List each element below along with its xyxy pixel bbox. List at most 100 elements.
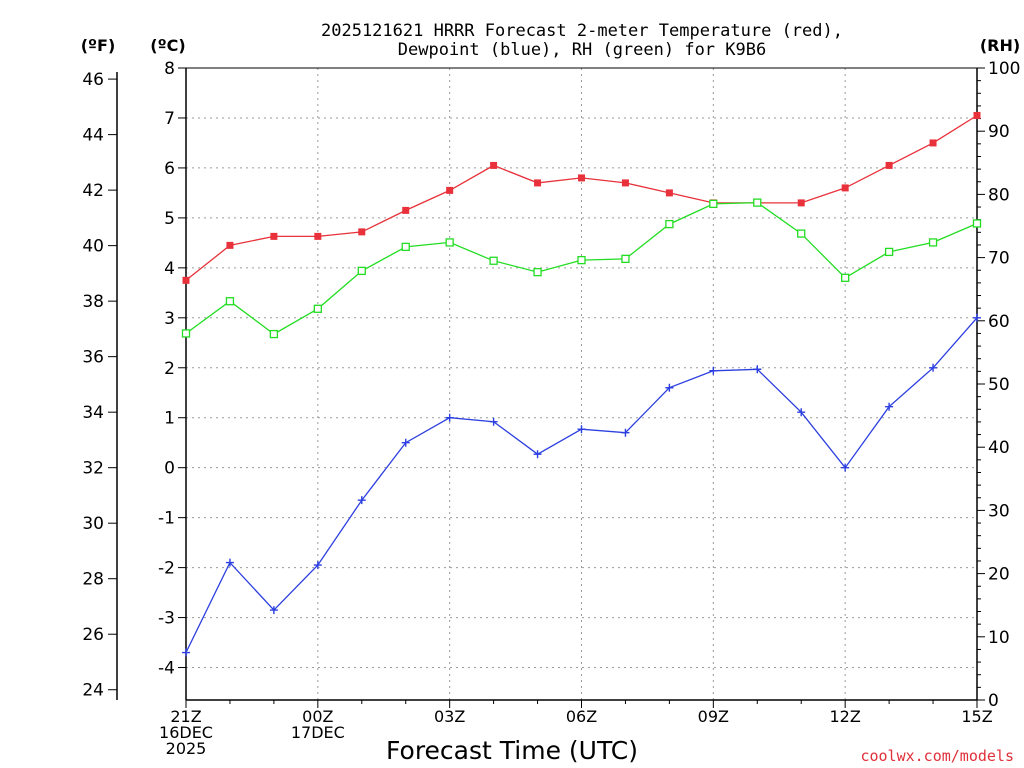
rh-point — [181, 329, 191, 338]
temperature-point — [621, 179, 629, 187]
dewpoint-point — [225, 558, 234, 567]
dewpoint-point — [445, 413, 454, 422]
rh-point — [577, 255, 586, 265]
celsius-tick-label: 5 — [164, 209, 175, 229]
celsius-tick-label: -2 — [158, 559, 175, 579]
rh-point — [533, 267, 542, 277]
celsius-tick-label: 7 — [164, 109, 175, 129]
x-tick-label: 2025 — [166, 739, 207, 758]
fahrenheit-tick-label: 38 — [82, 292, 104, 312]
dewpoint-point — [885, 402, 894, 411]
rh-point — [225, 297, 235, 306]
x-tick-label: 09Z — [698, 707, 729, 726]
rh-point — [665, 219, 674, 229]
celsius-tick-label: -1 — [158, 509, 175, 529]
dewpoint-point — [533, 450, 542, 459]
x-tick-label: 21Z — [170, 707, 201, 726]
rh-point — [709, 199, 718, 209]
fahrenheit-tick-label: 28 — [82, 570, 104, 590]
rh-point — [357, 266, 366, 276]
x-tick-label: 00Z — [302, 707, 333, 726]
temperature-point — [226, 241, 234, 249]
rh-point — [884, 247, 894, 257]
axes: 242628303234363840424446-4-3-2-101234567… — [82, 59, 1020, 758]
rh-point — [269, 329, 279, 339]
series-layer — [181, 111, 982, 657]
dewpoint-point — [709, 366, 718, 375]
fahrenheit-unit-label: (ºF) — [81, 36, 116, 55]
rh-point — [445, 238, 454, 247]
rh-tick-label: 20 — [988, 565, 1010, 585]
x-tick-label: 16DEC — [159, 723, 213, 742]
celsius-tick-label: 0 — [164, 459, 175, 479]
rh-point — [489, 256, 498, 265]
dewpoint-point — [401, 438, 410, 447]
dewpoint-point — [621, 428, 630, 437]
fahrenheit-tick-label: 44 — [82, 126, 104, 146]
rh-tick-label: 80 — [988, 185, 1010, 205]
x-tick-label: 06Z — [566, 707, 597, 726]
dewpoint-point — [841, 463, 850, 472]
fahrenheit-tick-label: 42 — [82, 181, 104, 201]
rh-point — [797, 229, 806, 238]
temperature-point — [182, 276, 190, 284]
rh-point — [313, 304, 322, 313]
dewpoint-point — [269, 606, 278, 615]
rh-tick-label: 40 — [988, 438, 1010, 458]
credit-text: coolwx.com/models — [860, 747, 1014, 765]
rh-tick-label: 100 — [988, 59, 1020, 79]
celsius-tick-label: 4 — [164, 259, 175, 279]
dewpoint-point — [973, 313, 981, 322]
temperature-point — [534, 179, 542, 187]
temperature-point — [490, 161, 498, 169]
x-tick-label: 15Z — [961, 707, 992, 726]
chart-title-line-2: Dewpoint (blue), RH (green) for K9B6 — [398, 40, 766, 60]
dewpoint-point — [577, 425, 586, 434]
rh-unit-label: (RH) — [980, 36, 1020, 55]
chart-title-line-1: 2025121621 HRRR Forecast 2-meter Tempera… — [321, 21, 843, 41]
celsius-tick-label: 8 — [164, 59, 175, 79]
fahrenheit-tick-label: 30 — [82, 514, 104, 534]
rh-tick-label: 60 — [988, 312, 1010, 332]
temperature-point — [314, 232, 322, 240]
x-tick-label: 03Z — [434, 707, 465, 726]
rh-tick-label: 50 — [988, 375, 1010, 395]
fahrenheit-tick-label: 32 — [82, 459, 104, 479]
rh-point — [401, 242, 410, 252]
rh-point — [753, 198, 762, 207]
celsius-tick-label: 3 — [164, 309, 175, 329]
fahrenheit-tick-label: 36 — [82, 348, 104, 368]
fahrenheit-tick-label: 34 — [82, 403, 104, 423]
rh-tick-label: 30 — [988, 501, 1010, 521]
rh-point — [621, 254, 630, 264]
rh-tick-label: 0 — [988, 691, 999, 711]
temperature-point — [885, 161, 893, 169]
celsius-tick-label: 1 — [164, 409, 175, 429]
temperature-point — [841, 184, 849, 192]
celsius-unit-label: (ºC) — [150, 36, 185, 55]
dewpoint-point — [313, 561, 322, 570]
celsius-tick-label: -3 — [158, 609, 175, 629]
fahrenheit-tick-label: 46 — [82, 70, 104, 90]
celsius-tick-label: 2 — [164, 359, 175, 379]
temperature-point — [402, 206, 410, 214]
temperature-point — [929, 139, 937, 147]
rh-tick-label: 10 — [988, 628, 1010, 648]
fahrenheit-tick-label: 26 — [82, 625, 104, 645]
dewpoint-point — [665, 383, 674, 392]
x-tick-label: 17DEC — [291, 723, 345, 742]
rh-point — [972, 219, 982, 228]
temperature-point — [665, 189, 673, 197]
dewpoint-point — [182, 648, 190, 657]
rh-point — [841, 273, 850, 282]
dewpoint-point — [489, 417, 498, 426]
dewpoint-point — [929, 363, 938, 372]
dewpoint-point — [753, 365, 762, 374]
temperature-point — [578, 174, 585, 182]
fahrenheit-tick-label: 24 — [82, 681, 104, 701]
temperature-point — [358, 228, 366, 236]
celsius-tick-label: -4 — [158, 659, 175, 679]
rh-tick-label: 90 — [988, 122, 1010, 142]
rh-tick-label: 70 — [988, 249, 1010, 269]
